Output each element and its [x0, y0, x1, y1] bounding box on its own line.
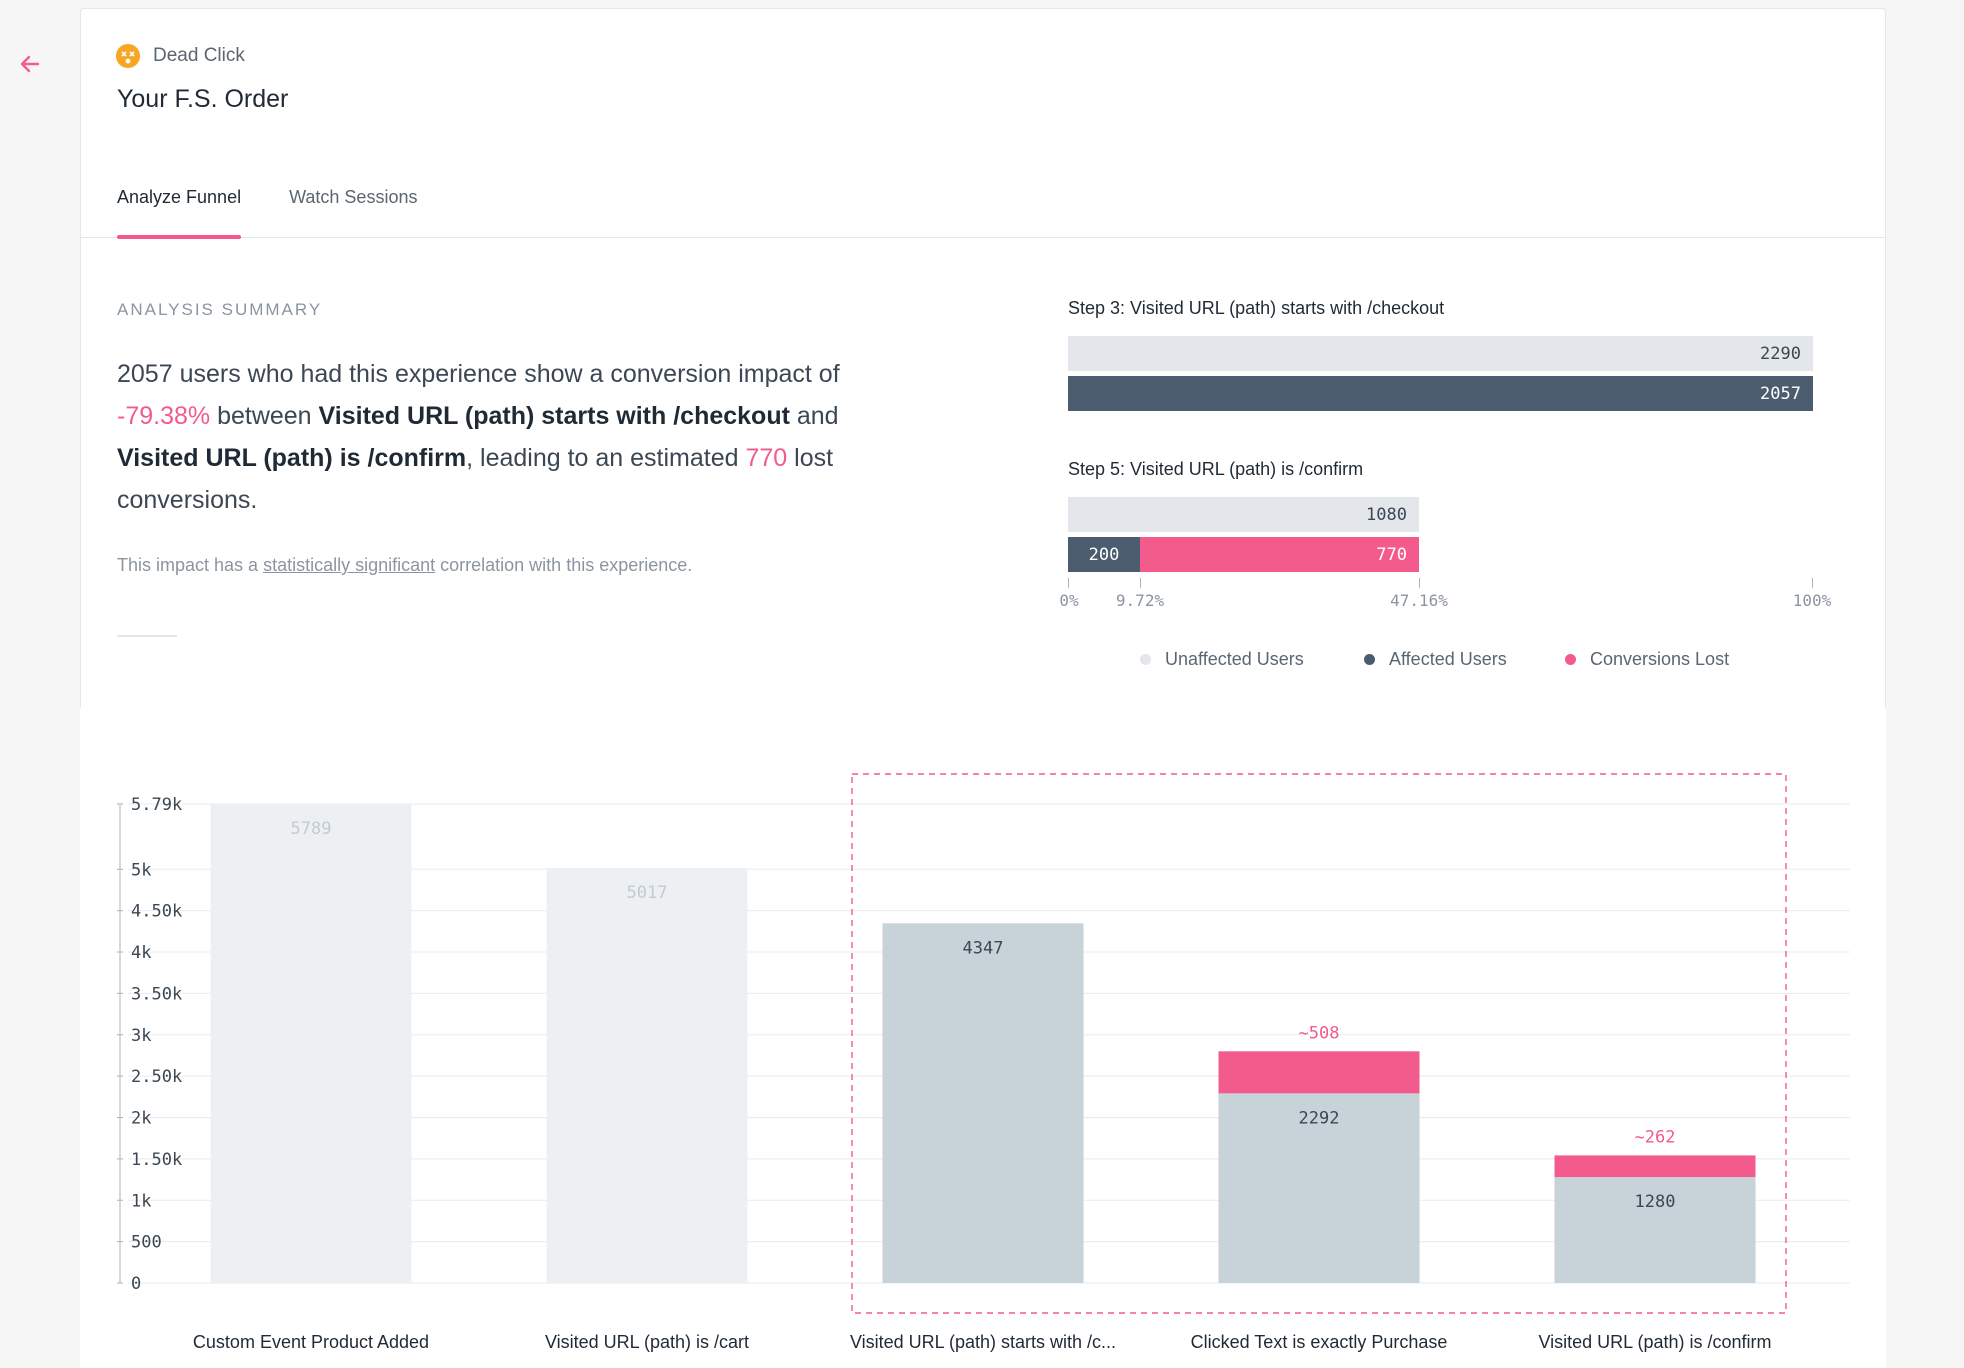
significance-link[interactable]: statistically significant — [263, 555, 436, 575]
step3-total-value: 2290 — [1760, 343, 1801, 364]
summary-fragment: and — [789, 402, 839, 430]
impact-note: This impact has a statistically signific… — [117, 555, 692, 576]
summary-text: 2057 users who had this experience show … — [117, 353, 907, 521]
step5-lost-value: 770 — [1376, 544, 1407, 565]
legend-label: Unaffected Users — [1165, 649, 1304, 669]
tab-analyze-funnel[interactable]: Analyze Funnel — [117, 187, 242, 239]
summary-step-a: Visited URL (path) starts with /checkout — [318, 402, 790, 430]
divider — [117, 635, 177, 637]
legend-dot — [1364, 654, 1375, 665]
impact-note-text: This impact has a — [117, 555, 264, 575]
category-label: Visited URL (path) is /confirm — [1538, 1332, 1772, 1352]
category-label: Visited URL (path) is /cart — [544, 1332, 750, 1352]
axis-tick — [1812, 578, 1813, 588]
step3-title: Step 3: Visited URL (path) starts with /… — [1068, 298, 1445, 318]
axis-tick — [1140, 578, 1141, 588]
summary-step-b: Visited URL (path) is /confirm — [117, 444, 467, 472]
step5-total-value: 1080 — [1366, 504, 1407, 525]
summary-fragment: users who had this experience show a con… — [172, 360, 840, 388]
page-title: Your F.S. Order — [117, 85, 289, 113]
tab-bar: Analyze Funnel Watch Sessions — [117, 187, 465, 239]
category-label: Visited URL (path) starts with /c... — [849, 1332, 1117, 1352]
step3-affected-bar: 2057 — [1068, 376, 1813, 411]
step5-title: Step 5: Visited URL (path) is /confirm — [1068, 459, 1364, 479]
tick-label: 100% — [1792, 591, 1832, 610]
legend-unaffected: Unaffected Users — [1140, 649, 1304, 670]
legend-label: Conversions Lost — [1590, 649, 1730, 669]
legend-lost: Conversions Lost — [1565, 649, 1729, 670]
step3-total-bar: 2290 — [1068, 336, 1813, 371]
legend-dot — [1565, 654, 1576, 665]
experience-type-label: Dead Click — [153, 45, 245, 66]
summary-fragment: , leading to an estimated — [466, 444, 746, 472]
summary-heading: Analysis Summary — [117, 300, 323, 319]
dead-click-icon — [115, 43, 141, 69]
summary-fragment: lost conversions. — [117, 444, 834, 514]
axis-tick — [1419, 578, 1420, 588]
tick-label: 47.16% — [1390, 591, 1448, 610]
funnel-chart-area — [80, 708, 1886, 1368]
summary-lost: 770 — [745, 444, 788, 472]
tab-watch-sessions[interactable]: Watch Sessions — [289, 187, 418, 207]
step3-affected-value: 2057 — [1760, 383, 1801, 404]
legend-dot — [1140, 654, 1151, 665]
back-arrow-icon[interactable] — [16, 50, 44, 78]
step5-affected-value: 200 — [1088, 544, 1120, 565]
impact-note-text: correlation with this experience. — [435, 555, 693, 575]
summary-users: 2057 — [117, 360, 173, 388]
axis-tick — [1068, 578, 1069, 588]
tick-label: 9.72% — [1115, 591, 1165, 610]
category-label: Clicked Text is exactly Purchase — [1190, 1332, 1448, 1352]
page-header: Dead Click Your F.S. Order Analyze Funne… — [81, 9, 1885, 239]
summary-impact: -79.38% — [117, 402, 211, 430]
category-label: Custom Event Product Added — [192, 1332, 430, 1352]
legend-label: Affected Users — [1389, 649, 1507, 669]
legend-affected: Affected Users — [1364, 649, 1507, 670]
experience-type: Dead Click — [115, 43, 245, 69]
tick-label: 0% — [1059, 591, 1079, 610]
summary-fragment: between — [210, 402, 319, 430]
step5-lost-bar: 770 — [1140, 537, 1419, 572]
analysis-card: Dead Click Your F.S. Order Analyze Funne… — [80, 8, 1886, 708]
step5-total-bar: 1080 — [1068, 497, 1419, 532]
step5-affected-bar: 200 — [1068, 537, 1140, 572]
